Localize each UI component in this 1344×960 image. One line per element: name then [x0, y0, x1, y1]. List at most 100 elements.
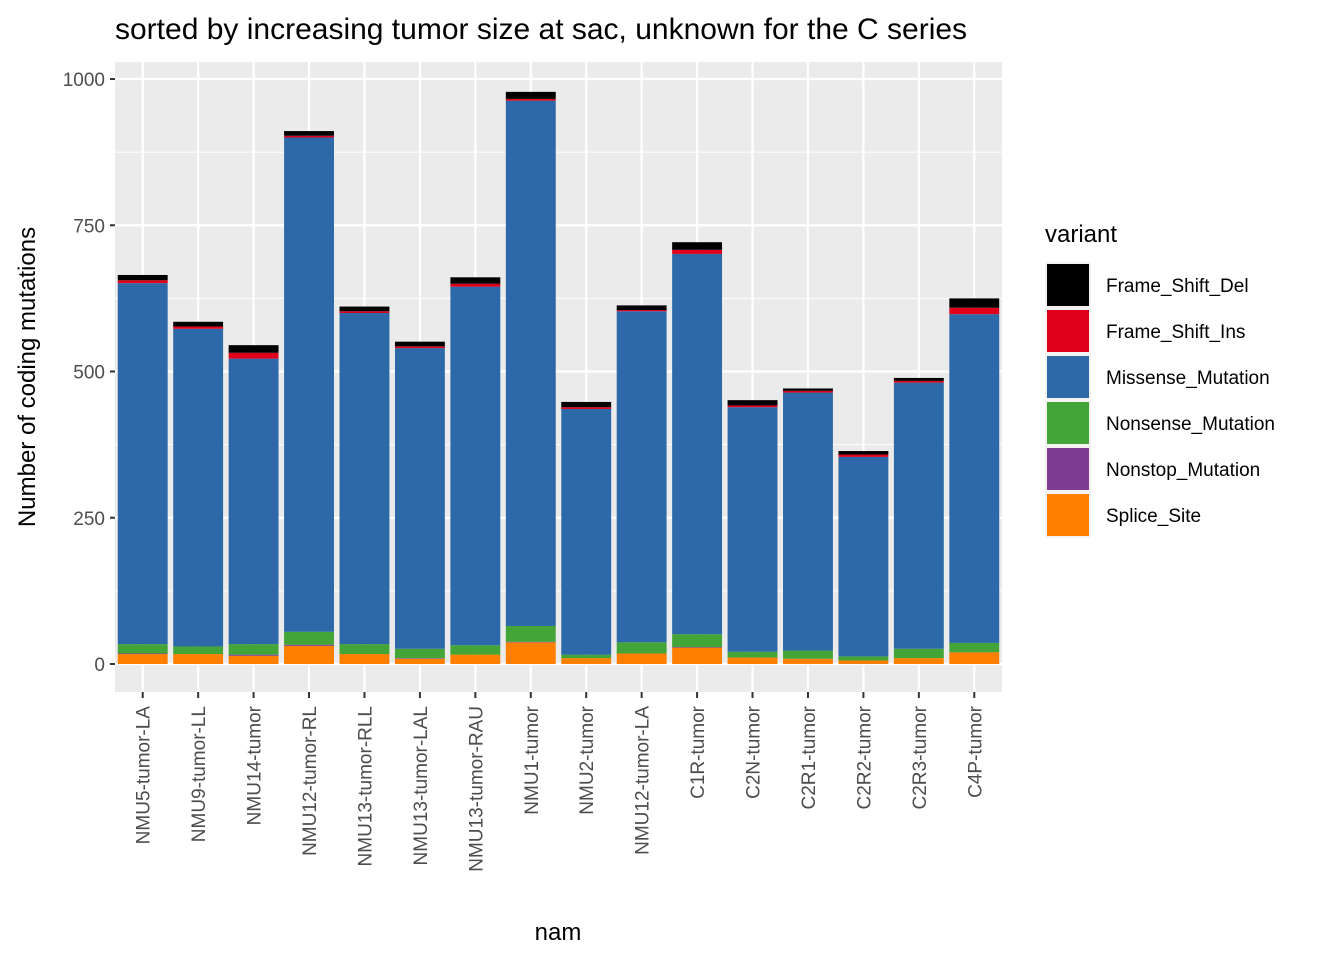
legend-label: Splice_Site [1106, 506, 1201, 527]
bar-segment [284, 645, 334, 664]
x-tick-label: NMU13-tumor-RAU [466, 706, 487, 872]
bar-segment [394, 348, 445, 649]
bar-segment [117, 280, 168, 284]
bar-segment [893, 648, 944, 659]
x-tick-label: C4P-tumor [965, 705, 986, 798]
bar-segment [727, 407, 778, 652]
bar-segment [228, 352, 279, 359]
y-tick-label: 0 [94, 655, 105, 676]
bar-segment [394, 658, 445, 664]
x-tick-label: C2N-tumor [744, 705, 765, 799]
x-tick-label: NMU13-tumor-LAL [411, 706, 432, 865]
bar-segment [450, 645, 501, 655]
bar-segment [672, 647, 723, 664]
bar-segment [339, 306, 390, 312]
bar-segment [783, 658, 833, 664]
bar-segment [228, 644, 279, 655]
bar-segment [394, 346, 445, 349]
y-tick-label: 1000 [63, 70, 105, 91]
bar-segment [117, 283, 168, 645]
bar-segment [561, 401, 612, 408]
bar-segment [893, 377, 944, 381]
bar-segment [616, 653, 667, 664]
bar-segment [394, 341, 445, 347]
bar-segment [117, 654, 168, 664]
legend-swatch [1047, 448, 1089, 490]
bar-segment [561, 658, 612, 664]
x-tick-label: C2R2-tumor [854, 705, 875, 809]
bar-segment [394, 648, 445, 659]
bar-segment [838, 456, 889, 657]
bar-segment [173, 646, 224, 655]
bar-segment [505, 642, 556, 664]
bar-segment [228, 654, 279, 656]
bar-segment [838, 660, 889, 664]
bar-segment [672, 253, 723, 635]
bar-segment [284, 137, 334, 632]
bar-segment [949, 652, 1000, 664]
legend-label: Missense_Mutation [1106, 368, 1270, 389]
x-tick-label: NMU14-tumor [245, 705, 266, 825]
legend-label: Nonsense_Mutation [1106, 414, 1275, 435]
x-tick-label: NMU12-tumor-RL [300, 706, 321, 856]
x-tick-label: C2R1-tumor [799, 705, 820, 809]
bar-segment [173, 321, 224, 327]
x-tick-label: NMU13-tumor-RLL [355, 706, 376, 866]
bar-segment [727, 651, 778, 658]
bar-segment [117, 644, 168, 654]
bar-segment [505, 625, 556, 642]
bar-segment [228, 358, 279, 645]
y-tick-label: 750 [73, 216, 105, 237]
bar-segment [561, 407, 612, 409]
bar-segment [173, 326, 224, 329]
bar-segment [228, 345, 279, 353]
chart-title: sorted by increasing tumor size at sac, … [115, 13, 967, 46]
y-tick-label: 250 [73, 509, 105, 530]
bar-segment [616, 642, 667, 654]
bar-segment [616, 310, 667, 312]
bar-segment [783, 650, 833, 659]
bar-segment [783, 388, 833, 391]
bar-segment [339, 654, 390, 664]
bar-segment [117, 653, 168, 655]
legend-swatch [1047, 494, 1089, 536]
bar-segment [949, 642, 1000, 653]
bar-segment [284, 135, 334, 138]
legend-label: Nonstop_Mutation [1106, 460, 1260, 481]
x-tick-label: NMU1-tumor [522, 705, 543, 814]
bar-segment [339, 311, 390, 313]
legend-swatch [1047, 402, 1089, 444]
bar-segment [505, 100, 556, 626]
bar-segment [893, 382, 944, 649]
bar-segment [672, 647, 723, 648]
bar-segment [228, 655, 279, 664]
bar-segment [339, 644, 390, 655]
bar-segment [727, 400, 778, 406]
x-tick-label: NMU2-tumor [577, 705, 598, 814]
legend-swatch [1047, 264, 1089, 306]
bar-segment [561, 654, 612, 659]
bar-segment [505, 98, 556, 101]
legend-label: Frame_Shift_Ins [1106, 322, 1245, 343]
bar-segment [949, 307, 1000, 315]
bar-segment [893, 658, 944, 664]
bar-segment [173, 328, 224, 647]
bar-segment [727, 657, 778, 664]
bar-segment [173, 654, 224, 664]
legend-label: Frame_Shift_Del [1106, 276, 1249, 297]
bar-segment [838, 454, 889, 457]
bar-segment [838, 451, 889, 455]
bar-segment [672, 242, 723, 250]
bar-segment [505, 91, 556, 99]
bar-segment [783, 392, 833, 651]
bar-segment [284, 631, 334, 645]
bar-segment [783, 390, 833, 393]
bar-segment [561, 408, 612, 655]
bars-layer [117, 91, 1000, 664]
bar-segment [505, 641, 556, 643]
bar-segment [727, 405, 778, 408]
x-tick-label: NMU12-tumor-LA [633, 706, 654, 855]
bar-segment [394, 658, 445, 659]
bar-segment [949, 298, 1000, 308]
